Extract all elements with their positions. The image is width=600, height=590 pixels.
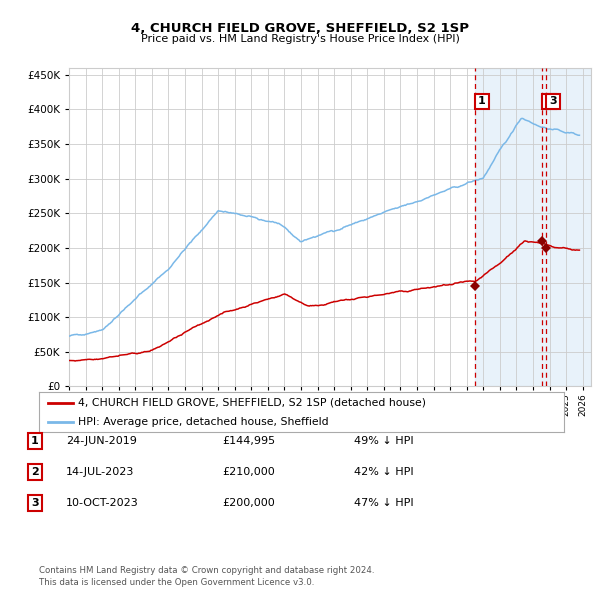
Text: 14-JUL-2023: 14-JUL-2023 [66, 467, 134, 477]
Text: 49% ↓ HPI: 49% ↓ HPI [354, 437, 413, 446]
Text: 47% ↓ HPI: 47% ↓ HPI [354, 498, 413, 507]
Text: 3: 3 [549, 96, 557, 106]
Text: 2: 2 [545, 96, 553, 106]
Text: 10-OCT-2023: 10-OCT-2023 [66, 498, 139, 507]
Text: 42% ↓ HPI: 42% ↓ HPI [354, 467, 413, 477]
Text: 4, CHURCH FIELD GROVE, SHEFFIELD, S2 1SP: 4, CHURCH FIELD GROVE, SHEFFIELD, S2 1SP [131, 22, 469, 35]
Text: 4, CHURCH FIELD GROVE, SHEFFIELD, S2 1SP (detached house): 4, CHURCH FIELD GROVE, SHEFFIELD, S2 1SP… [79, 398, 427, 408]
Text: Contains HM Land Registry data © Crown copyright and database right 2024.
This d: Contains HM Land Registry data © Crown c… [39, 566, 374, 587]
Text: 3: 3 [31, 498, 38, 507]
Text: 2: 2 [31, 467, 38, 477]
Text: 1: 1 [478, 96, 486, 106]
Text: £210,000: £210,000 [222, 467, 275, 477]
Text: 24-JUN-2019: 24-JUN-2019 [66, 437, 137, 446]
Text: £200,000: £200,000 [222, 498, 275, 507]
Text: £144,995: £144,995 [222, 437, 275, 446]
Bar [475, 68, 600, 386]
Text: HPI: Average price, detached house, Sheffield: HPI: Average price, detached house, Shef… [79, 417, 329, 427]
Bar [561, 68, 600, 386]
Text: 1: 1 [31, 437, 38, 446]
Text: Price paid vs. HM Land Registry's House Price Index (HPI): Price paid vs. HM Land Registry's House … [140, 34, 460, 44]
